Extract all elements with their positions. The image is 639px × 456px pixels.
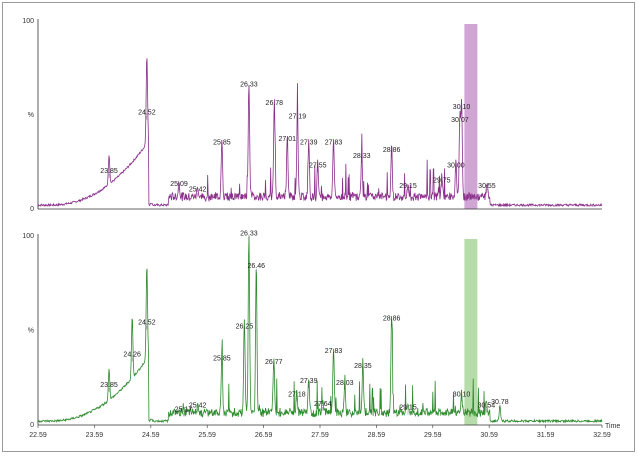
- trace-line: [37, 58, 603, 208]
- peak-label: 27.01: [279, 136, 297, 143]
- peak-label: 23.85: [100, 168, 118, 175]
- y-tick-label: 100: [22, 18, 34, 25]
- peak-label: 29.75: [433, 177, 451, 184]
- peak-label: 26.46: [248, 263, 266, 270]
- x-tick-label: 28.59: [368, 432, 386, 439]
- x-tick-label: 24.59: [142, 432, 160, 439]
- y-tick-label: %: [28, 112, 34, 119]
- y-tick-label: 0: [30, 206, 34, 213]
- peak-label: 27.18: [288, 391, 306, 398]
- x-tick-label: 22.59: [29, 432, 47, 439]
- peak-label: 27.55: [309, 162, 327, 169]
- peak-label: 29.15: [399, 183, 417, 190]
- peak-label: 28.35: [354, 363, 372, 370]
- peak-label: 30.07: [451, 117, 469, 124]
- peak-label: 30.10: [453, 391, 471, 398]
- peak-label: 28.03: [336, 380, 354, 387]
- peak-label: 26.25: [236, 323, 254, 330]
- peak-label: 25.85: [213, 140, 231, 147]
- peak-label: 26.33: [240, 231, 258, 238]
- x-tick-label: 26.59: [255, 432, 273, 439]
- peak-label: 27.19: [289, 113, 307, 120]
- x-tick-label: 30.59: [480, 432, 498, 439]
- y-tick-label: %: [28, 328, 34, 335]
- peak-label: 26.78: [266, 100, 284, 107]
- y-tick-label: 0: [30, 422, 34, 429]
- peak-label: 30.78: [491, 399, 509, 406]
- peak-label: 28.33: [353, 153, 371, 160]
- x-tick-label: 25.59: [198, 432, 216, 439]
- peak-label: 30.55: [478, 183, 496, 190]
- peak-label: 30.00: [447, 162, 465, 169]
- peak-label: 27.39: [300, 378, 318, 385]
- peak-label: 25.42: [189, 403, 207, 410]
- x-axis-label: Time: [605, 423, 620, 430]
- peak-label: 29.15: [399, 405, 417, 412]
- peak-label: 26.33: [240, 81, 258, 88]
- peak-label: 28.86: [383, 316, 401, 323]
- peak-label: 27.83: [325, 348, 343, 355]
- peak-label: 24.52: [138, 110, 156, 117]
- y-tick-label: 100: [22, 233, 34, 240]
- peak-label: 24.52: [138, 320, 156, 327]
- highlight-band: [464, 24, 478, 209]
- x-tick-label: 27.59: [311, 432, 329, 439]
- peak-label: 28.86: [383, 147, 401, 154]
- peak-label: 27.83: [325, 140, 343, 147]
- peak-label: 25.17: [175, 406, 193, 413]
- trace-line: [37, 235, 603, 424]
- peak-label: 25.85: [213, 355, 231, 362]
- peak-label: 24.26: [123, 352, 141, 359]
- chart-frame: [2, 2, 635, 452]
- x-tick-label: 23.59: [86, 432, 104, 439]
- peak-label: 25.42: [189, 187, 207, 194]
- x-tick-label: 32.59: [593, 432, 611, 439]
- peak-label: 25.09: [170, 181, 188, 188]
- peak-label: 30.10: [453, 104, 471, 111]
- x-tick-label: 29.59: [424, 432, 442, 439]
- peak-label: 27.64: [314, 401, 332, 408]
- peak-label: 23.85: [100, 382, 118, 389]
- x-tick-label: 31.59: [537, 432, 555, 439]
- peak-label: 26.77: [265, 359, 283, 366]
- peak-label: 30.54: [478, 403, 496, 410]
- peak-label: 27.39: [300, 140, 318, 147]
- highlight-band: [464, 239, 478, 425]
